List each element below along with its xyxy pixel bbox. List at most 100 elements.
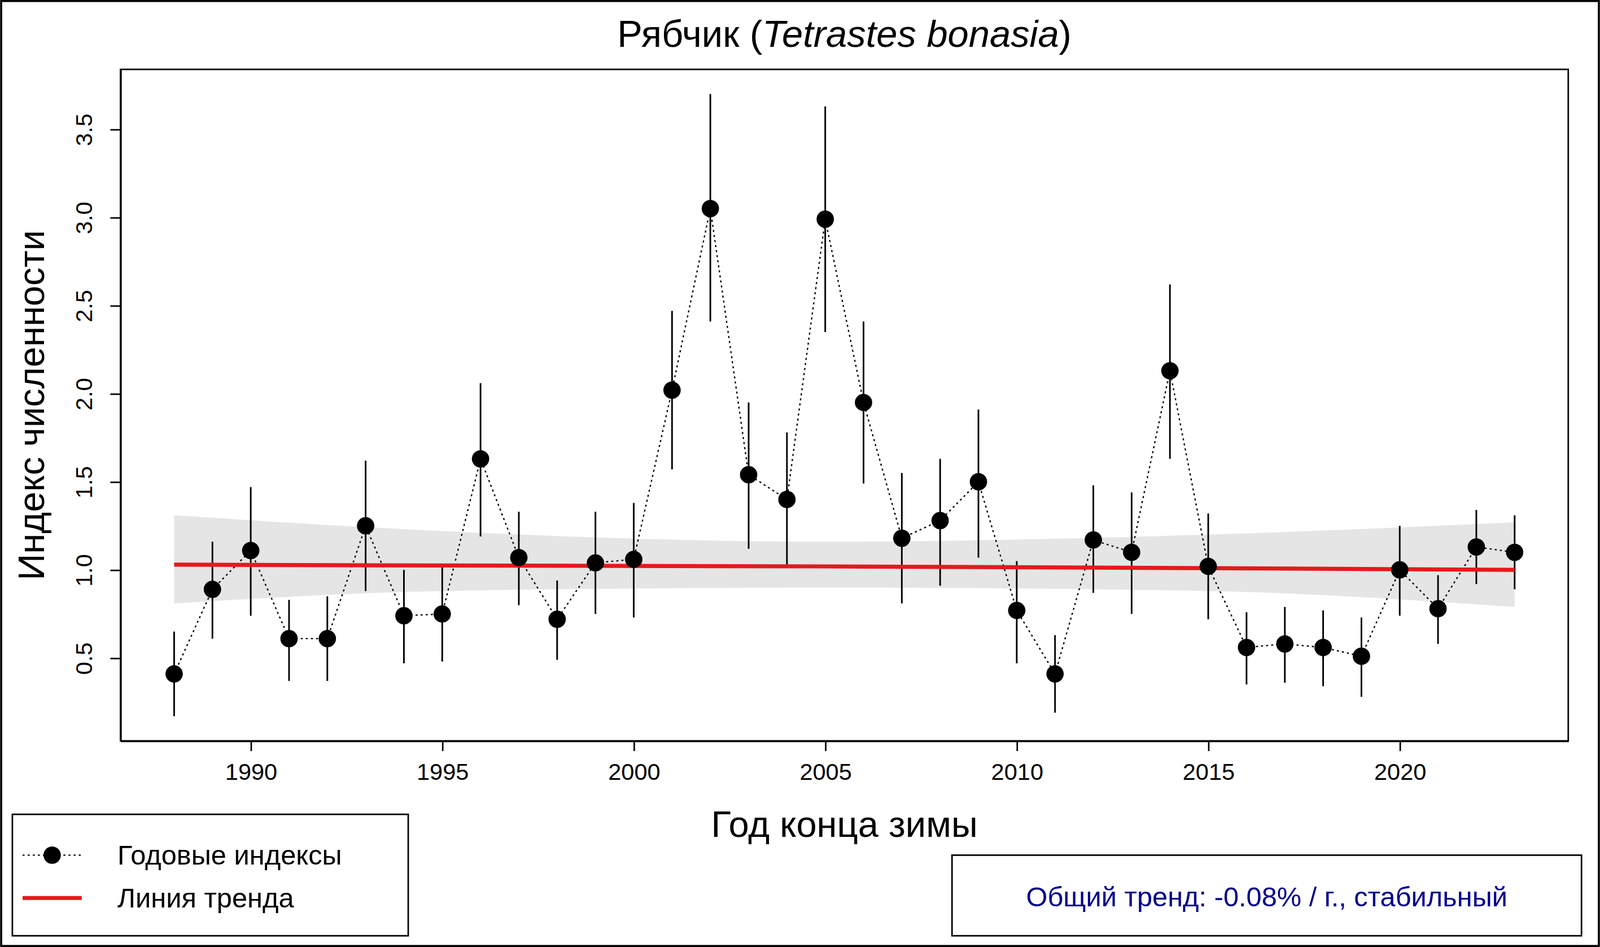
lines xyxy=(173,208,1515,674)
bands xyxy=(173,514,1515,607)
points xyxy=(165,199,1524,683)
annotation: Общий тренд: -0.08% / г., стабильный xyxy=(951,854,1582,936)
data-point xyxy=(931,511,950,530)
x-tick: 2020 xyxy=(1374,740,1427,785)
y-tick: 2.0 xyxy=(70,377,121,411)
legend-marker xyxy=(43,846,61,864)
trend-lines xyxy=(173,564,1515,570)
data-point xyxy=(1199,557,1218,576)
y-tick-mark xyxy=(110,129,121,131)
data-point xyxy=(1122,543,1141,562)
legend: Годовые индексы Линия тренда xyxy=(12,814,409,936)
data-point xyxy=(701,199,720,218)
y-tick-label: 2.0 xyxy=(70,377,98,411)
data-point xyxy=(969,473,988,491)
chart: 1990 1995 2000 2005 2010 2015 2020 0.5 1.0 1.5 2.0… xyxy=(0,0,1600,947)
x-tick-mark xyxy=(250,740,253,751)
x-tick-mark xyxy=(442,740,444,751)
y-tick-mark xyxy=(110,569,121,572)
x-tick-mark xyxy=(1208,740,1210,751)
y-axis-line xyxy=(120,70,122,742)
legend-box xyxy=(12,814,409,936)
y-tick-label: 1.5 xyxy=(70,465,98,499)
data-point xyxy=(1275,635,1294,653)
y-tick: 0.5 xyxy=(70,641,121,675)
data-point xyxy=(1008,601,1026,620)
y-tick-label: 3.0 xyxy=(70,201,98,235)
data-point xyxy=(663,381,681,400)
legend-line xyxy=(22,895,82,900)
data-point xyxy=(1161,361,1179,380)
plot-marks xyxy=(165,94,1524,717)
data-point xyxy=(1314,638,1332,657)
x-axis-line xyxy=(120,740,1569,743)
data-point xyxy=(740,465,758,484)
data-point xyxy=(893,529,911,548)
y-tick-label: 2.5 xyxy=(70,289,98,323)
plot-frame xyxy=(120,69,1568,741)
y-tick: 1.0 xyxy=(70,553,121,587)
confidence-band xyxy=(173,514,1515,607)
title-part: ) xyxy=(1059,12,1072,55)
x-tick: 2005 xyxy=(799,740,852,785)
trend-line xyxy=(173,564,1515,570)
data-point xyxy=(586,553,605,572)
y-tick-mark xyxy=(110,305,121,308)
data-point xyxy=(854,393,873,412)
data-point xyxy=(471,449,490,468)
data-point xyxy=(203,580,222,598)
data-point xyxy=(510,548,528,567)
data-point xyxy=(777,490,796,509)
x-tick: 2010 xyxy=(991,740,1044,785)
y-tick-mark xyxy=(110,217,121,220)
x-tick: 1990 xyxy=(225,740,278,785)
x-tick-mark xyxy=(1399,740,1402,751)
title-part: Рябчик ( xyxy=(617,12,763,55)
y-tick: 3.0 xyxy=(70,201,121,235)
x-tick-mark xyxy=(824,740,827,751)
data-point xyxy=(356,517,375,535)
data-point xyxy=(395,606,413,625)
x-tick-label: 1995 xyxy=(416,758,469,785)
x-tick-label: 2020 xyxy=(1374,758,1427,785)
page-border xyxy=(1,1,1599,946)
data-point xyxy=(816,210,834,229)
chart-title: Рябчик (Tetrastes bonasia) xyxy=(617,12,1072,55)
x-tick: 1995 xyxy=(416,740,469,785)
legend-label: Линия тренда xyxy=(117,882,295,913)
annotation-text: Общий тренд: -0.08% / г., стабильный xyxy=(1025,881,1508,912)
data-point xyxy=(1352,647,1371,666)
x-tick-mark xyxy=(633,740,636,751)
x-tick: 2015 xyxy=(1182,740,1235,785)
error-bars xyxy=(173,94,1515,717)
data-point xyxy=(280,630,299,648)
x-tick-label: 1990 xyxy=(225,758,278,785)
y-tick-mark xyxy=(110,481,121,484)
data-point xyxy=(433,605,452,623)
data-point xyxy=(318,630,336,648)
x-tick: 2000 xyxy=(608,740,660,785)
x-tick-label: 2015 xyxy=(1182,758,1235,785)
data-point xyxy=(624,550,643,568)
y-axis-title: Индекс численности xyxy=(10,229,52,580)
annotation-box xyxy=(951,854,1582,936)
data-point xyxy=(1429,600,1448,618)
x-axis: 1990 1995 2000 2005 2010 2015 2020 xyxy=(120,740,1569,785)
data-point xyxy=(1084,531,1103,549)
data-point xyxy=(165,665,183,683)
y-tick-mark xyxy=(110,393,121,396)
legend-label: Годовые индексы xyxy=(117,839,343,871)
y-tick-mark xyxy=(110,657,121,660)
data-point xyxy=(1238,638,1256,657)
x-tick-label: 2010 xyxy=(991,758,1044,785)
series-line xyxy=(173,208,1515,674)
data-point xyxy=(1467,538,1486,556)
y-axis: 0.51.01.52.02.53.03.5 xyxy=(70,70,122,742)
x-axis-title: Год конца зимы xyxy=(711,803,978,845)
x-tick-label: 2000 xyxy=(608,758,660,785)
data-point xyxy=(1391,561,1409,579)
y-tick: 1.5 xyxy=(70,465,121,499)
x-tick-label: 2005 xyxy=(799,758,852,785)
data-point xyxy=(1046,665,1064,683)
data-point xyxy=(1505,543,1524,562)
